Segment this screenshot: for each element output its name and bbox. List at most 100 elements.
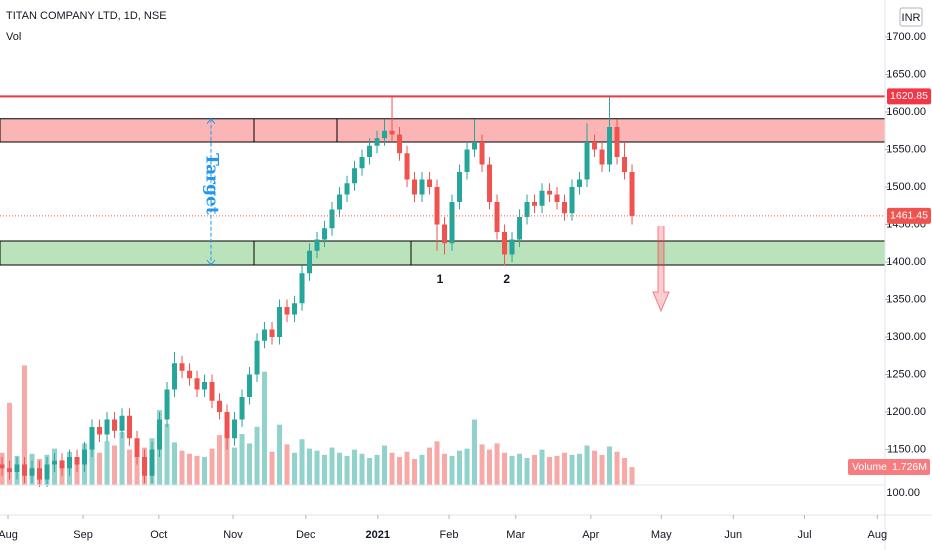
candle-body	[307, 250, 313, 274]
volume-bar	[299, 439, 305, 485]
target-label: Target	[202, 153, 222, 215]
x-tick-label: Nov	[223, 529, 243, 541]
volume-bar	[247, 443, 253, 485]
candle-body	[142, 457, 148, 476]
x-tick-label: 2021	[366, 529, 390, 541]
volume-bar	[562, 452, 568, 485]
x-tick-label: Feb	[440, 529, 459, 541]
candle-body	[524, 201, 530, 217]
volume-bar	[127, 449, 133, 485]
volume-bar	[187, 453, 193, 485]
candle-body	[397, 134, 403, 154]
candle-body	[247, 374, 253, 398]
volume-bar	[239, 434, 245, 485]
volume-bar	[134, 454, 140, 485]
candle-body	[179, 363, 185, 371]
volume-bar	[277, 424, 283, 485]
volume-axis-label: 100.00	[886, 487, 920, 499]
volume-bar	[397, 456, 403, 485]
candle-body	[464, 149, 470, 172]
volume-bar	[457, 450, 463, 485]
volume-bar	[629, 467, 635, 485]
x-tick-label: Mar	[506, 529, 525, 541]
candle-body	[322, 228, 328, 240]
y-tick-label: 1600.00	[886, 106, 926, 118]
currency[interactable]: INR	[902, 12, 921, 24]
candle-body	[614, 126, 620, 157]
volume-bar	[104, 441, 110, 485]
volume-name: Volume	[852, 461, 887, 473]
chart-title: TITAN COMPANY LTD, 1D, NSE	[6, 10, 167, 22]
volume-bar	[427, 447, 433, 485]
volume-bar	[607, 446, 613, 485]
candle-body	[187, 370, 193, 379]
y-tick-label: 1150.00	[887, 443, 926, 455]
volume-bar	[532, 454, 538, 485]
candle-body	[599, 149, 605, 165]
candle-body	[194, 378, 200, 390]
volume-bar	[494, 443, 500, 485]
candle-body	[412, 179, 418, 195]
candle-body	[622, 156, 628, 172]
candle-body	[52, 460, 58, 465]
last-price-label: 1461.45	[890, 210, 928, 222]
volume-bar	[284, 444, 290, 485]
volume-bar	[217, 435, 223, 485]
candle-body	[269, 329, 275, 338]
y-tick-label: 1300.00	[886, 331, 926, 343]
candle-body	[539, 190, 545, 206]
volume-bar	[419, 454, 425, 485]
volume-bar	[22, 365, 28, 485]
volume-bar	[509, 455, 515, 485]
x-tick-label: Dec	[296, 529, 316, 541]
volume-bar	[434, 441, 440, 485]
volume-bar	[479, 444, 485, 485]
candle-body	[554, 194, 560, 202]
candle-body	[37, 468, 43, 480]
candle-body	[157, 419, 163, 450]
candle-body	[89, 427, 95, 450]
candle-body	[434, 186, 440, 225]
volume-bar	[164, 423, 170, 485]
x-tick-label: Jul	[797, 529, 811, 541]
resistance-price-label-box	[887, 88, 931, 105]
candle-body	[509, 239, 515, 255]
x-tick-label: Aug	[867, 529, 887, 541]
candle-body	[104, 419, 110, 435]
volume-bar	[502, 452, 508, 485]
volume-bar	[322, 454, 328, 485]
volume-bar	[352, 449, 358, 485]
candle-body	[457, 171, 463, 202]
candle-body	[74, 457, 80, 465]
candle-body	[217, 400, 223, 413]
x-tick-label: Aug	[0, 529, 18, 541]
candle-body	[562, 201, 568, 214]
volume-bar	[622, 457, 628, 485]
resistance-price-label: 1620.85	[890, 90, 928, 102]
y-tick-label: 1400.00	[886, 256, 926, 268]
currency-box[interactable]	[899, 7, 923, 27]
candle-body	[472, 141, 478, 150]
volume-bar	[367, 457, 373, 485]
support-zone	[0, 240, 886, 266]
candle-body	[427, 179, 433, 187]
volume-bar	[412, 459, 418, 485]
y-tick-label: 1250.00	[886, 368, 926, 380]
candle-body	[172, 363, 178, 390]
volume-bar	[232, 447, 238, 485]
candle-body	[607, 126, 613, 165]
volume-bar	[389, 452, 395, 485]
candle-body	[494, 201, 500, 232]
volume-label-box	[848, 459, 930, 476]
candle-body	[67, 457, 73, 469]
target-arrowhead	[206, 117, 216, 266]
candle-body	[569, 186, 575, 214]
candle-body	[517, 216, 523, 240]
volume-bar	[224, 429, 230, 485]
volume-bar	[524, 457, 530, 485]
volume-bar	[547, 456, 553, 485]
volume-bar	[254, 426, 260, 485]
volume-bar	[614, 451, 620, 485]
volume-bar	[539, 449, 545, 485]
volume-bar	[307, 448, 313, 485]
